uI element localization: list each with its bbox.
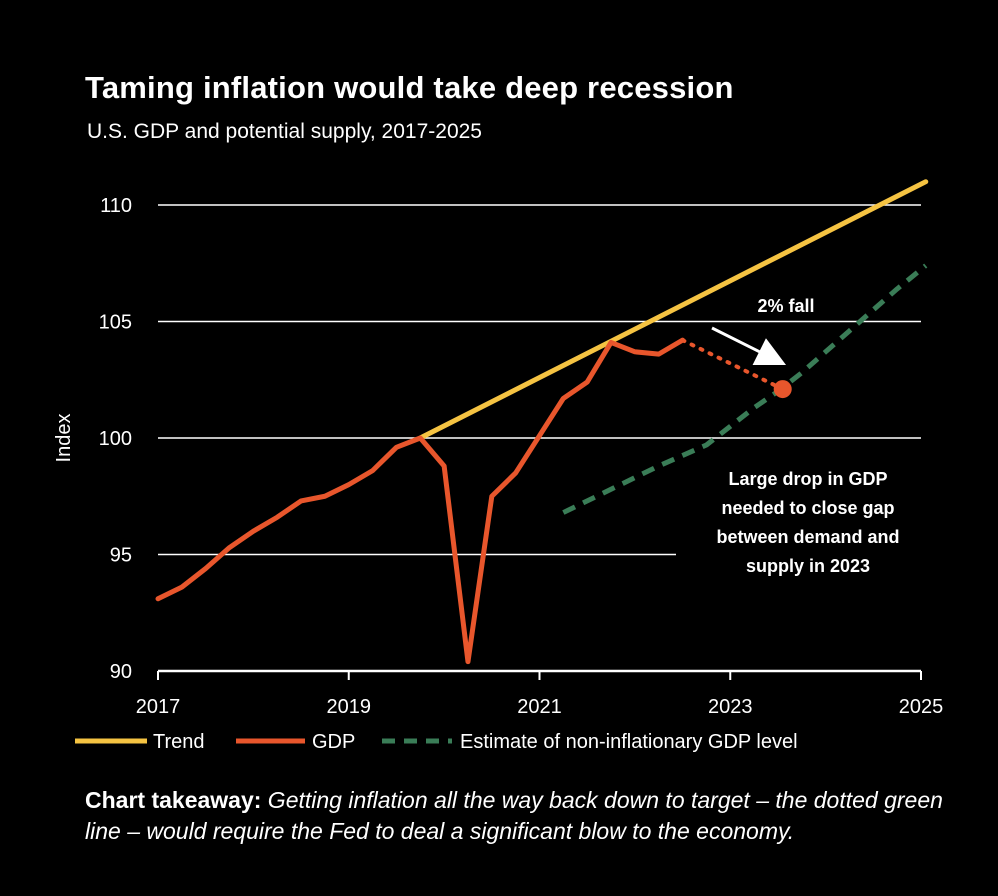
y-tick-labels: 90 95 100 105 110 <box>99 195 132 683</box>
series-gdp-projection <box>680 338 785 392</box>
x-axis: 2017 2019 2021 2023 2025 <box>136 669 944 718</box>
y-tick-105: 105 <box>99 312 132 334</box>
x-tick-2017: 2017 <box>136 696 181 718</box>
series-gdp <box>155 337 686 665</box>
annotation-2pct-fall: 2% fall <box>757 296 814 316</box>
y-axis-label: Index <box>53 414 75 463</box>
y-tick-90: 90 <box>110 661 132 683</box>
legend-label-trend: Trend <box>153 731 205 753</box>
y-tick-95: 95 <box>110 545 132 567</box>
x-tick-2019: 2019 <box>327 696 372 718</box>
gdp-target-point <box>773 380 792 399</box>
series-trend <box>417 179 929 441</box>
legend-label-gdp: GDP <box>312 731 355 753</box>
annotations: 2% fall Large drop in GDP needed to close … <box>711 296 900 576</box>
chart-area: 90 95 100 105 110 2017 2019 2021 2023 2025 Index… <box>53 179 944 753</box>
annotation-line-3: between demand and <box>716 527 899 547</box>
legend: Trend GDP Estimate of non-inflationary GDP… <box>75 731 798 753</box>
chart-subtitle: U.S. GDP and potential supply, 2017-2025 <box>87 120 482 143</box>
chart-takeaway: Chart takeaway: Getting inflation all th… <box>85 785 965 847</box>
x-tick-2023: 2023 <box>708 696 753 718</box>
x-tick-2021: 2021 <box>517 696 562 718</box>
annotation-line-1: Large drop in GDP <box>728 469 887 489</box>
annotation-arrow <box>711 326 787 366</box>
annotation-line-2: needed to close gap <box>721 498 894 518</box>
y-tick-110: 110 <box>100 195 132 217</box>
takeaway-lead: Chart takeaway: <box>85 787 262 813</box>
x-tick-2025: 2025 <box>899 696 944 718</box>
y-tick-100: 100 <box>99 428 132 450</box>
chart-title: Taming inflation would take deep recessi… <box>85 70 734 105</box>
legend-label-estimate: Estimate of non-inflationary GDP level <box>460 731 798 753</box>
annotation-line-4: supply in 2023 <box>746 556 870 576</box>
series-lines <box>155 179 929 665</box>
takeaway-body: Getting inflation all the way back down … <box>85 787 943 844</box>
